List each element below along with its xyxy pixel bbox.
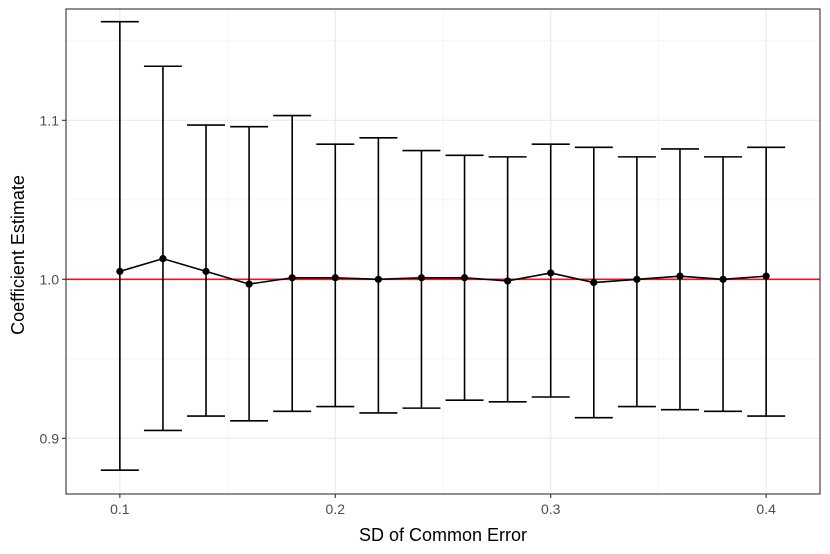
data-point: [202, 267, 210, 275]
y-tick-label: 0.9: [40, 430, 60, 446]
data-point: [159, 255, 167, 263]
x-tick-label: 0.3: [541, 501, 561, 517]
panel-frame: [65, 8, 821, 495]
data-point: [547, 269, 555, 277]
data-point: [374, 275, 382, 283]
data-point: [460, 274, 469, 282]
series-line-group: [119, 257, 767, 285]
minor-grid: [66, 9, 820, 494]
data-point: [245, 280, 253, 288]
x-axis-ticks: 0.1 0.2 0.3 0.4: [110, 494, 776, 517]
x-axis-title: SD of Common Error: [359, 525, 527, 545]
data-point: [633, 275, 641, 283]
data-point: [417, 274, 426, 282]
y-axis-title: Coefficient Estimate: [8, 175, 28, 335]
data-point: [590, 278, 598, 287]
data-point: [331, 274, 339, 282]
series-line: [119, 257, 767, 285]
data-point: [288, 274, 296, 282]
data-point: [719, 275, 727, 283]
y-tick-label: 1.0: [40, 271, 60, 287]
y-tick-label: 1.1: [40, 112, 60, 128]
x-tick-label: 0.2: [326, 501, 346, 517]
data-point: [762, 272, 770, 280]
data-point: [116, 267, 124, 275]
data-points: [116, 255, 770, 288]
y-axis-ticks: 0.9 1.0 1.1: [40, 112, 66, 446]
x-tick-label: 0.1: [110, 501, 130, 517]
data-point: [504, 277, 512, 285]
data-point: [676, 272, 684, 280]
x-tick-label: 0.4: [756, 501, 776, 517]
panel-border: [65, 8, 821, 495]
